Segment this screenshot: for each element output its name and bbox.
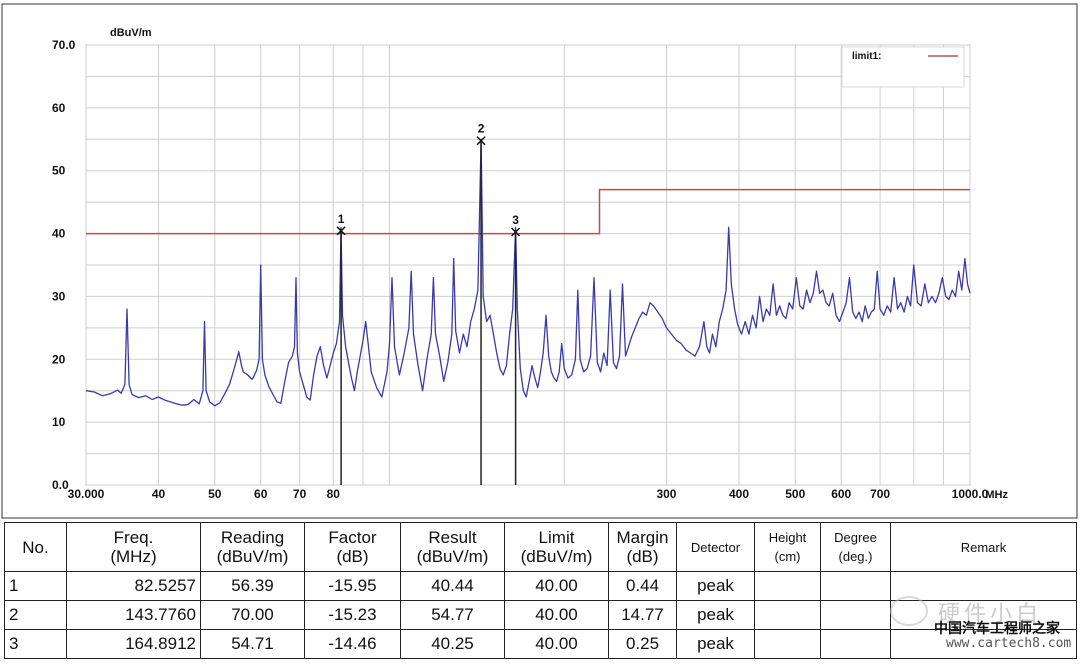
- y-tick-label: 10: [52, 415, 66, 429]
- cell-degree: [820, 600, 891, 630]
- column-header-degree: Degree (deg.): [820, 522, 891, 572]
- column-header-height: Height (cm): [754, 522, 821, 572]
- x-unit-label: MHz: [985, 489, 1008, 501]
- cell-margin: 0.44: [608, 571, 677, 601]
- y-tick-label: 50: [52, 164, 66, 178]
- marker-x-icon: [476, 136, 486, 146]
- marker-x-icon: [336, 226, 346, 236]
- cell-result: 54.77: [400, 600, 505, 630]
- x-tick-label: 1000.0: [952, 487, 989, 501]
- x-tick-label: 80: [327, 487, 341, 501]
- cell-margin: 14.77: [608, 600, 677, 630]
- column-header-factor: Factor (dB): [304, 522, 401, 572]
- cell-reading: 70.00: [200, 600, 305, 630]
- cell-degree: [820, 629, 891, 659]
- cell-detector: peak: [676, 571, 755, 601]
- cell-remark: [890, 629, 1077, 659]
- cell-remark: [890, 571, 1077, 601]
- marker-number: 2: [478, 122, 485, 136]
- cell-result: 40.44: [400, 571, 505, 601]
- results-table-container: No. Freq. (MHz) Reading (dBuV/m) Factor (dB) Re…: [4, 522, 1077, 662]
- x-tick-label: 50: [208, 487, 222, 501]
- limit-line: [86, 188, 970, 235]
- y-tick-label: 0.0: [52, 478, 69, 492]
- y-tick-label: 60: [52, 101, 66, 115]
- spectrum-trace: [85, 138, 971, 407]
- x-tick-label: 600: [831, 487, 851, 501]
- cell-result: 40.25: [400, 629, 505, 659]
- cell-reading: 54.71: [200, 629, 305, 659]
- cell-freq: 143.7760: [66, 600, 201, 630]
- legend-label: limit1:: [852, 51, 881, 62]
- table-header-row: No. Freq. (MHz) Reading (dBuV/m) Factor (dB) Re…: [4, 522, 1077, 572]
- column-header-no: No.: [4, 522, 67, 572]
- column-header-freq: Freq. (MHz): [66, 522, 201, 572]
- column-header-margin: Margin (dB): [608, 522, 677, 572]
- cell-remark: [890, 600, 1077, 630]
- cell-freq: 164.8912: [66, 629, 201, 659]
- cell-limit: 40.00: [504, 629, 609, 659]
- cell-limit: 40.00: [504, 571, 609, 601]
- marker-x-icon: [511, 227, 521, 237]
- cell-height: [754, 629, 821, 659]
- y-unit-label: dBuV/m: [110, 27, 152, 39]
- cell-freq: 82.5257: [66, 571, 201, 601]
- table-row: 2 143.7760 70.00 -15.23 54.77 40.00 14.77 peak: [4, 600, 1077, 630]
- x-tick-label: 700: [870, 487, 890, 501]
- cell-no: 2: [4, 600, 67, 630]
- y-tick-label: 30: [52, 289, 66, 303]
- x-tick-label: 400: [729, 487, 749, 501]
- y-tick-label: 40: [52, 227, 66, 241]
- cell-detector: peak: [676, 629, 755, 659]
- cell-no: 1: [4, 571, 67, 601]
- column-header-limit: Limit (dBuV/m): [504, 522, 609, 572]
- column-header-result: Result (dBuV/m): [400, 522, 505, 572]
- x-tick-label: 70: [293, 487, 307, 501]
- x-tick-label: 300: [656, 487, 676, 501]
- cell-factor: -15.95: [304, 571, 401, 601]
- cell-no: 3: [4, 629, 67, 659]
- legend-box: [841, 46, 965, 88]
- x-tick-label: 60: [254, 487, 268, 501]
- x-tick-label: 30.000: [68, 487, 105, 501]
- y-tick-label: 70.0: [52, 38, 76, 52]
- emi-chart: 0.0 10 20 30 40 50 60 70.0 dBuV/m 30.000 40 50 60 70 8…: [1, 3, 1078, 519]
- y-tick-label: 20: [52, 352, 66, 366]
- cell-height: [754, 571, 821, 601]
- cell-degree: [820, 571, 891, 601]
- column-header-remark: Remark: [890, 522, 1077, 572]
- cell-margin: 0.25: [608, 629, 677, 659]
- cell-height: [754, 600, 821, 630]
- table-row: 3 164.8912 54.71 -14.46 40.25 40.00 0.25 peak: [4, 629, 1077, 659]
- x-tick-label: 40: [152, 487, 166, 501]
- cell-reading: 56.39: [200, 571, 305, 601]
- cell-detector: peak: [676, 600, 755, 630]
- cell-factor: -15.23: [304, 600, 401, 630]
- x-tick-label: 500: [785, 487, 805, 501]
- column-header-reading: Reading (dBuV/m): [200, 522, 305, 572]
- table-row: 1 82.5257 56.39 -15.95 40.44 40.00 0.44 peak: [4, 571, 1077, 601]
- marker-number: 3: [512, 213, 519, 227]
- cell-factor: -14.46: [304, 629, 401, 659]
- results-table: No. Freq. (MHz) Reading (dBuV/m) Factor (dB) Re…: [4, 522, 1077, 659]
- marker-number: 1: [338, 212, 345, 226]
- chart-canvas: 0.0 10 20 30 40 50 60 70.0 dBuV/m 30.000 40 50 60 70 8…: [1, 3, 1078, 519]
- column-header-detector: Detector: [676, 522, 755, 572]
- cell-limit: 40.00: [504, 600, 609, 630]
